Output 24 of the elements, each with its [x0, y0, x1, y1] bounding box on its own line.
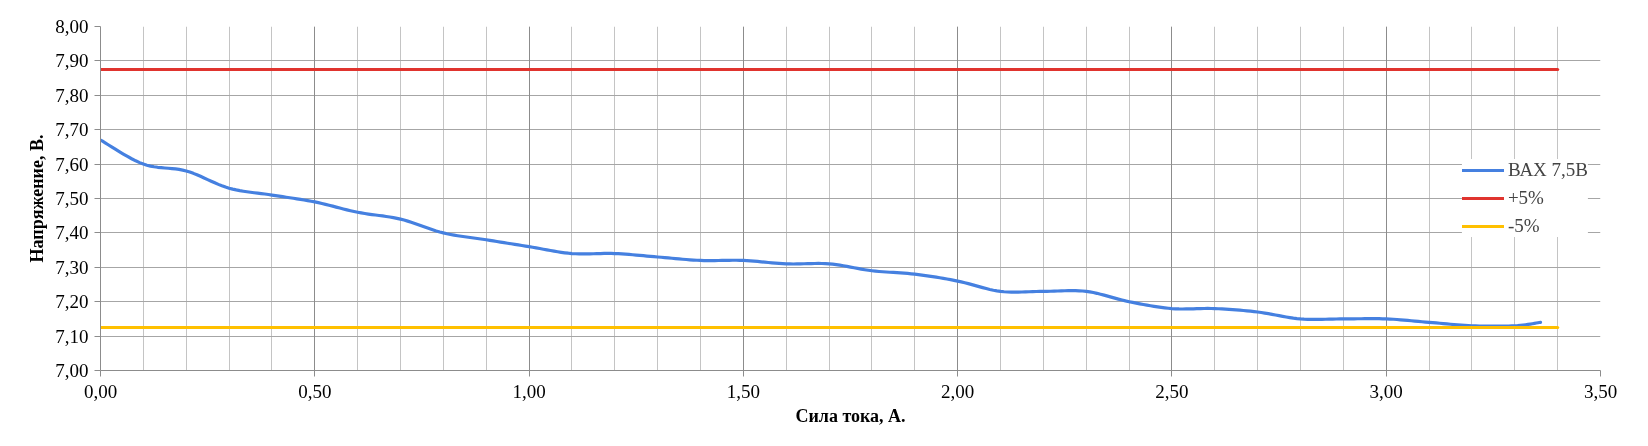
x-tick-label: 1,00: [512, 380, 546, 402]
y-tick-label: 7,00: [55, 360, 89, 381]
y-axis-title: Напряжение, В.: [27, 134, 48, 263]
y-tick-label: 7,10: [55, 325, 89, 347]
x-tick-label: 3,00: [1369, 380, 1403, 402]
legend-label: -5%: [1507, 215, 1540, 237]
y-tick-label: 8,00: [55, 16, 89, 37]
x-tick-label: 2,00: [941, 380, 975, 402]
x-tick-label: 0,00: [83, 380, 118, 402]
x-tick-label: 3,50: [1583, 380, 1618, 402]
x-tick-label: 2,50: [1155, 380, 1189, 402]
x-tick-label: 0,50: [298, 380, 332, 402]
y-tick-label: 7,80: [55, 84, 89, 106]
y-tick-label: 7,90: [55, 50, 89, 72]
legend-label: +5%: [1507, 187, 1544, 209]
y-tick-label: 7,70: [55, 119, 89, 141]
x-tick-label: 1,50: [726, 380, 760, 402]
y-tick-label: 7,40: [55, 222, 89, 244]
x-axis-title: Сила тока, А.: [795, 405, 906, 426]
y-tick-label: 7,20: [55, 291, 89, 313]
y-tick-label: 7,50: [55, 188, 89, 209]
y-tick-label: 7,30: [55, 256, 89, 278]
y-tick-label: 7,60: [55, 153, 89, 175]
legend-label: ВАХ 7,5В: [1507, 159, 1588, 181]
